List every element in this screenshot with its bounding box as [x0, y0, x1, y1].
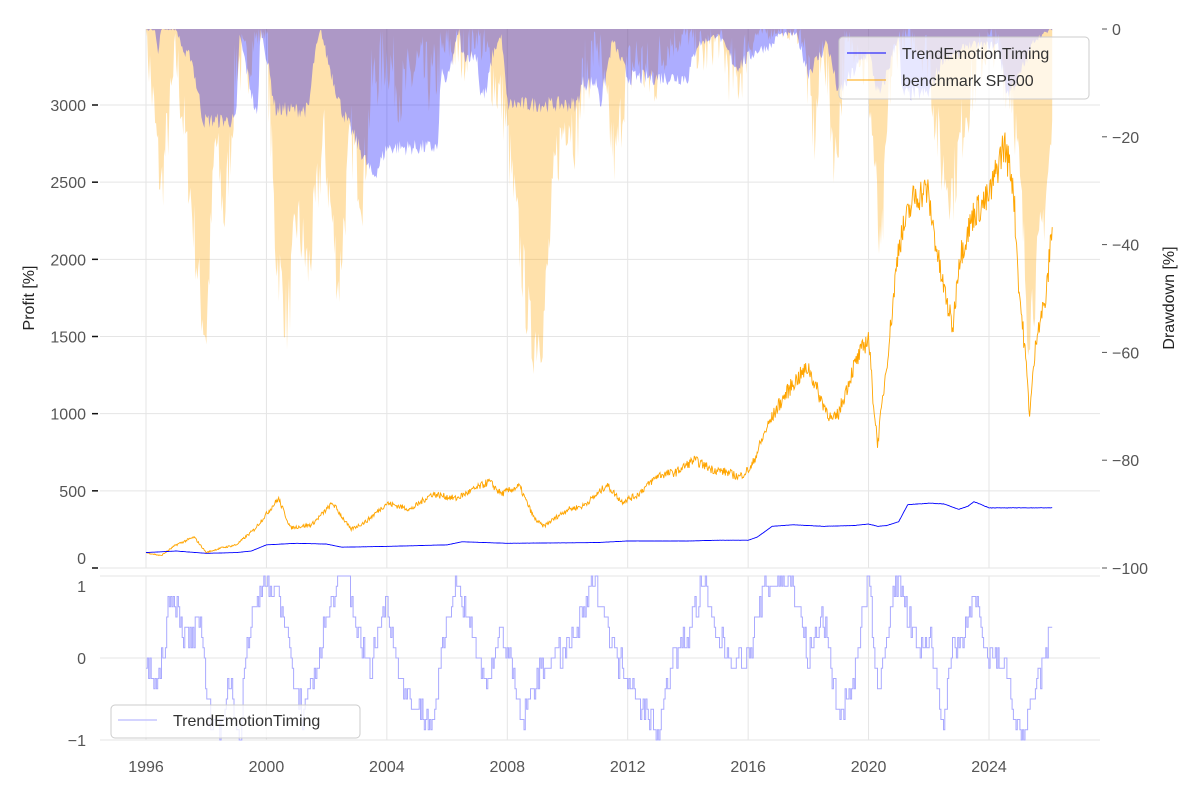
signal-line-strategy	[146, 575, 1053, 741]
signal-y-tick-label: 1	[77, 579, 86, 596]
right-tick-label: −60	[1112, 345, 1139, 362]
signal-legend: TrendEmotionTiming	[110, 704, 361, 739]
x-tick-label: 2016	[730, 759, 766, 776]
y-tick-label: 2500	[50, 175, 86, 192]
x-tick-label: 2004	[369, 759, 405, 776]
legend-label-signal: TrendEmotionTiming	[173, 713, 320, 730]
right-axis-label: Drawdown [%]	[1161, 246, 1178, 349]
y-tick-label: 500	[59, 484, 86, 501]
signal-y-tick-label: −1	[68, 733, 86, 750]
main-legend-box	[838, 36, 1090, 100]
x-tick-label: 2012	[610, 759, 646, 776]
right-tick-label: −20	[1112, 130, 1139, 147]
x-tick-label: 1996	[128, 759, 164, 776]
right-tick-label: −100	[1112, 561, 1148, 578]
x-tick-label: 2008	[489, 759, 525, 776]
signal-lines	[146, 575, 1053, 741]
profit-lines	[145, 132, 1053, 557]
y-tick-label: 1500	[50, 330, 86, 347]
signal-y-tick-label: 0	[77, 651, 86, 668]
x-tick-label: 2000	[249, 759, 285, 776]
tick-labels: 1996 2000 2004 2008 2012 2016 2020 2024 0 500 1000…	[50, 22, 1148, 776]
main-legend: TrendEmotionTiming benchmark SP500	[838, 36, 1090, 100]
y-tick-label: 3000	[50, 98, 86, 115]
y-tick-label: 0	[77, 551, 86, 568]
x-tick-label: 2020	[851, 759, 887, 776]
left-axis-label: Profit [%]	[21, 266, 38, 331]
y-tick-label: 1000	[50, 407, 86, 424]
right-tick-label: −80	[1112, 453, 1139, 470]
legend-label-benchmark: benchmark SP500	[902, 73, 1034, 90]
drawdown-area-strategy	[146, 29, 1053, 179]
profit-line-strategy	[145, 501, 1053, 554]
profit-line-benchmark	[145, 132, 1053, 557]
legend-label-strategy: TrendEmotionTiming	[902, 46, 1049, 63]
signal-legend-box	[110, 704, 361, 739]
right-tick-label: 0	[1112, 22, 1121, 39]
x-tick-label: 2024	[971, 759, 1007, 776]
y-tick-label: 2000	[50, 252, 86, 269]
right-tick-label: −40	[1112, 238, 1139, 255]
